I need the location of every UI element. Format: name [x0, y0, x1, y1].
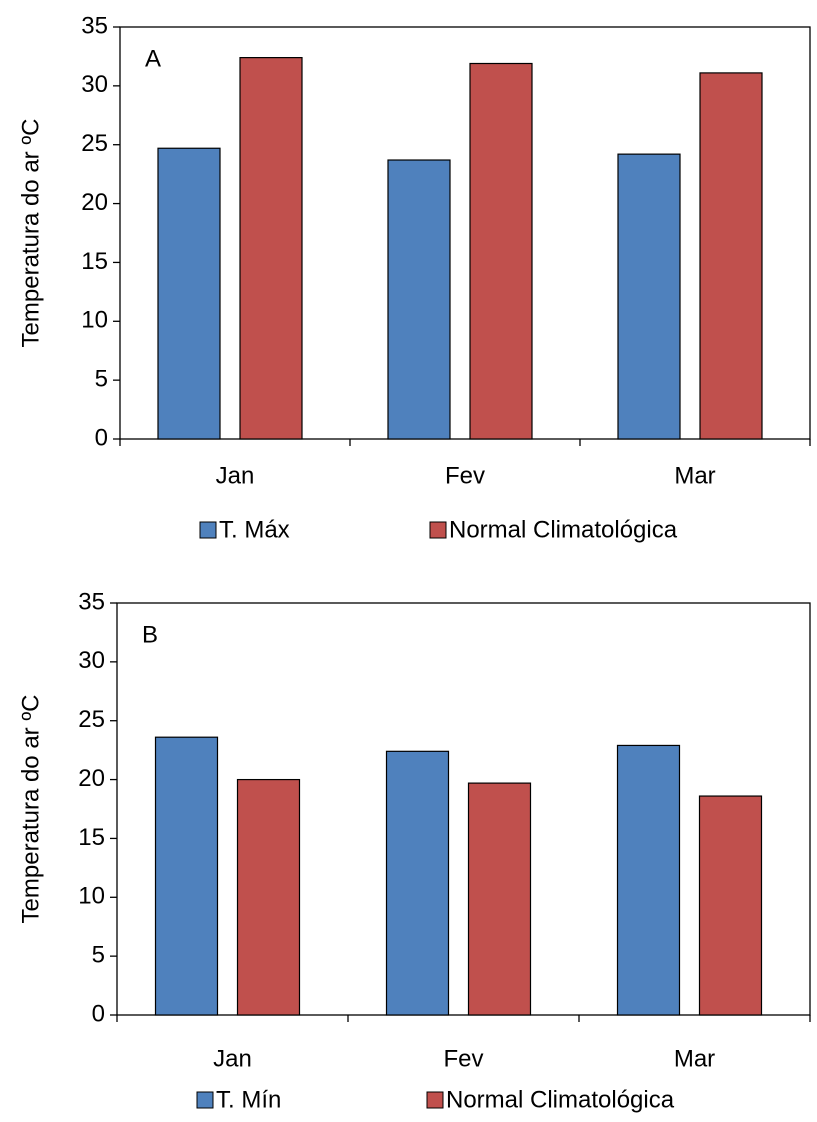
- bar: [157, 147, 221, 440]
- legend-swatch: [199, 521, 217, 539]
- x-tick-label: Fev: [443, 1045, 483, 1072]
- y-axis-title: Temperatura do ar ºC: [17, 119, 44, 348]
- x-tick-label: Jan: [213, 1045, 252, 1072]
- legend-label: Normal Climatológica: [449, 516, 678, 543]
- y-tick-label: 10: [78, 883, 105, 910]
- legend-label: Normal Climatológica: [446, 1086, 675, 1113]
- bar: [154, 736, 219, 1016]
- y-tick-label: 15: [81, 248, 108, 275]
- legend-label: T. Máx: [219, 516, 290, 543]
- bar: [699, 72, 763, 440]
- y-tick-label: 30: [78, 647, 105, 674]
- x-tick-label: Jan: [216, 462, 255, 489]
- y-tick-label: 0: [95, 424, 108, 451]
- bar: [617, 153, 681, 440]
- y-tick-label: 25: [81, 130, 108, 157]
- bar: [387, 159, 451, 440]
- legend-label: T. Mín: [216, 1086, 281, 1113]
- y-tick-label: 20: [78, 765, 105, 792]
- plot-frame: [116, 602, 811, 1016]
- plot-frame: [119, 26, 811, 440]
- x-tick-label: Mar: [674, 462, 715, 489]
- y-tick-label: 35: [78, 588, 105, 615]
- panel-label: B: [142, 621, 158, 648]
- y-tick-label: 5: [92, 941, 105, 968]
- y-tick-label: 20: [81, 189, 108, 216]
- y-tick-label: 30: [81, 71, 108, 98]
- x-tick-label: Mar: [674, 1045, 715, 1072]
- legend-swatch: [426, 1091, 444, 1109]
- bar: [385, 750, 450, 1016]
- y-tick-label: 10: [81, 307, 108, 334]
- bar: [469, 62, 533, 440]
- panel-label: A: [145, 45, 161, 72]
- y-tick-label: 0: [92, 1000, 105, 1027]
- bar: [239, 57, 303, 440]
- y-tick-label: 35: [81, 12, 108, 39]
- y-tick-label: 5: [95, 365, 108, 392]
- y-axis-title: Temperatura do ar ºC: [17, 695, 44, 924]
- y-tick-label: 15: [78, 824, 105, 851]
- bar: [467, 782, 532, 1016]
- bar: [616, 744, 681, 1016]
- y-tick-label: 25: [78, 706, 105, 733]
- legend-swatch: [196, 1091, 214, 1109]
- bar: [236, 778, 301, 1016]
- x-tick-label: Fev: [445, 462, 485, 489]
- legend-swatch: [429, 521, 447, 539]
- bar: [698, 795, 763, 1016]
